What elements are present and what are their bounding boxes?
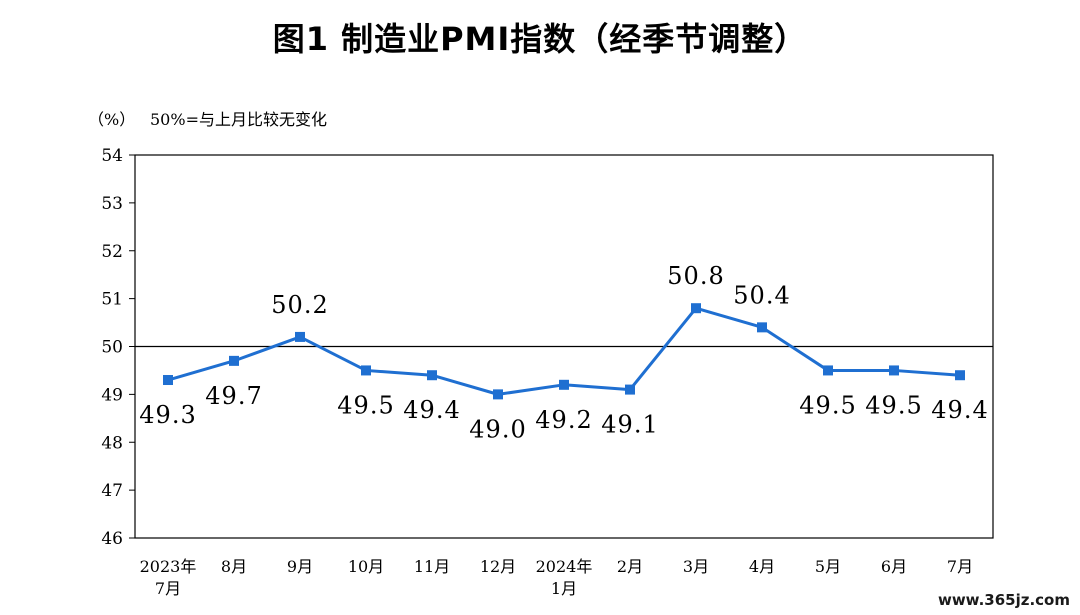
data-label: 49.4 xyxy=(931,396,988,424)
data-point xyxy=(229,355,239,366)
y-tick-label: 51 xyxy=(101,290,123,310)
chart-title: 图1 制造业PMI指数（经季节调整） xyxy=(272,20,808,58)
data-label: 50.8 xyxy=(667,262,724,290)
x-tick-label: 8月 xyxy=(221,557,247,576)
y-tick-label: 50 xyxy=(101,338,123,358)
y-tick-label: 47 xyxy=(101,481,123,501)
y-tick-label: 48 xyxy=(101,433,123,453)
data-label: 49.7 xyxy=(205,382,262,410)
data-point xyxy=(295,331,305,342)
y-tick-label: 52 xyxy=(101,242,123,262)
data-point xyxy=(163,375,173,386)
x-tick-label: 11月 xyxy=(414,557,450,576)
y-axis-unit-label: （%） xyxy=(88,110,136,129)
x-tick-label: 3月 xyxy=(683,557,709,576)
x-tick-label: 1月 xyxy=(551,579,577,598)
data-point xyxy=(559,379,569,390)
data-label: 49.5 xyxy=(865,391,922,419)
x-tick-label: 12月 xyxy=(480,557,516,576)
data-label: 49.0 xyxy=(469,415,526,443)
data-point xyxy=(823,365,833,376)
x-tick-label: 10月 xyxy=(348,557,384,576)
watermark: www.365jz.com xyxy=(933,591,1074,609)
data-label: 49.5 xyxy=(337,391,394,419)
x-tick-label: 9月 xyxy=(287,557,313,576)
data-point xyxy=(493,389,503,400)
y-tick-label: 54 xyxy=(101,146,123,166)
data-label: 49.2 xyxy=(535,406,592,434)
x-tick-label: 7月 xyxy=(155,579,181,598)
data-point xyxy=(427,370,437,381)
y-tick-label: 46 xyxy=(101,529,123,549)
x-tick-label: 6月 xyxy=(881,557,907,576)
x-tick-label: 7月 xyxy=(947,557,973,576)
data-label: 49.1 xyxy=(601,411,658,439)
y-tick-label: 53 xyxy=(101,194,123,214)
x-tick-label: 4月 xyxy=(749,557,775,576)
x-tick-label: 2024年 xyxy=(536,557,593,576)
y-tick-label: 49 xyxy=(101,385,123,405)
x-tick-label: 5月 xyxy=(815,557,841,576)
data-label: 50.4 xyxy=(733,281,790,309)
data-label: 49.5 xyxy=(799,391,856,419)
data-point xyxy=(625,384,635,395)
data-point xyxy=(757,322,767,333)
data-point xyxy=(691,303,701,314)
data-label: 49.4 xyxy=(403,396,460,424)
data-point xyxy=(889,365,899,376)
x-tick-label: 2023年 xyxy=(140,557,197,576)
x-tick-label: 2月 xyxy=(617,557,643,576)
data-label: 49.3 xyxy=(139,401,196,429)
data-point xyxy=(361,365,371,376)
data-label: 50.2 xyxy=(271,291,328,319)
data-point xyxy=(955,370,965,381)
reference-note: 50%=与上月比较无变化 xyxy=(150,110,327,129)
